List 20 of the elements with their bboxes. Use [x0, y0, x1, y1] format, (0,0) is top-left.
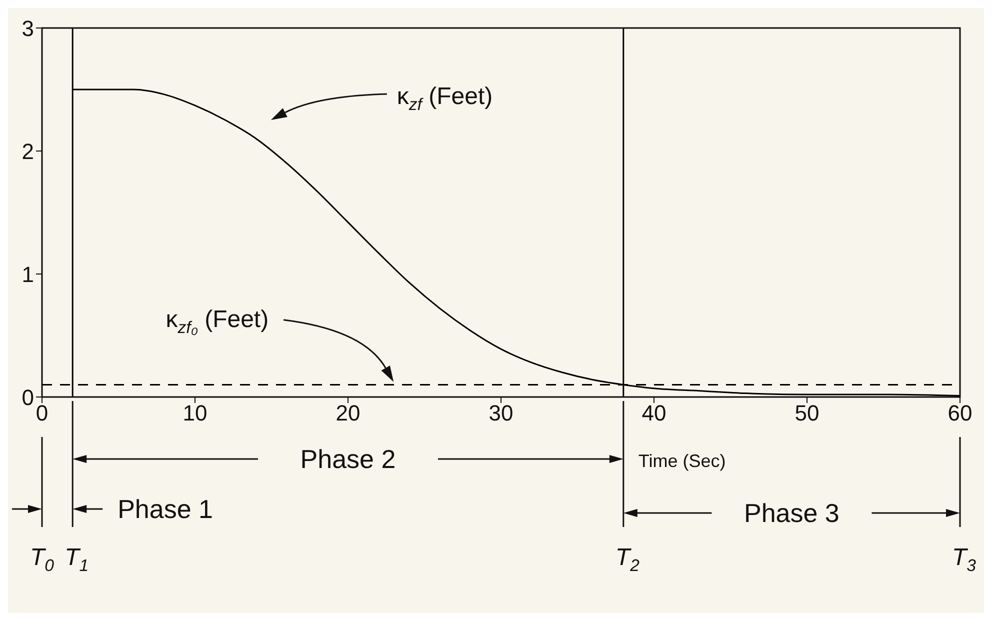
- text: T$_{2}$: [615, 544, 640, 575]
- text: T$_{3}$: [952, 544, 977, 575]
- y-tick-label: 2: [22, 138, 34, 164]
- text: Phase 3: [744, 498, 840, 528]
- x-tick-label: 30: [488, 400, 514, 426]
- x-tick-label: 50: [794, 400, 820, 426]
- x-tick-label: 60: [948, 400, 972, 426]
- annotation: κ$_{zf}$ (Feet): [396, 82, 493, 114]
- text: Phase 1: [118, 494, 214, 524]
- y-tick-label: 1: [22, 262, 34, 287]
- text: T$_{0}$: [30, 544, 55, 575]
- x-tick-label: 20: [336, 400, 360, 426]
- x-tick-label: 10: [182, 400, 208, 426]
- y-tick-label: 3: [22, 16, 34, 41]
- text: T$_{1}$: [64, 544, 89, 575]
- y-tick-label: 0: [22, 384, 34, 410]
- x-axis-title: Time (Sec): [638, 451, 726, 471]
- annotation: κ$_{zf₀}$ (Feet): [166, 306, 269, 337]
- text: Phase 2: [300, 444, 396, 474]
- x-tick-label: 40: [642, 400, 666, 426]
